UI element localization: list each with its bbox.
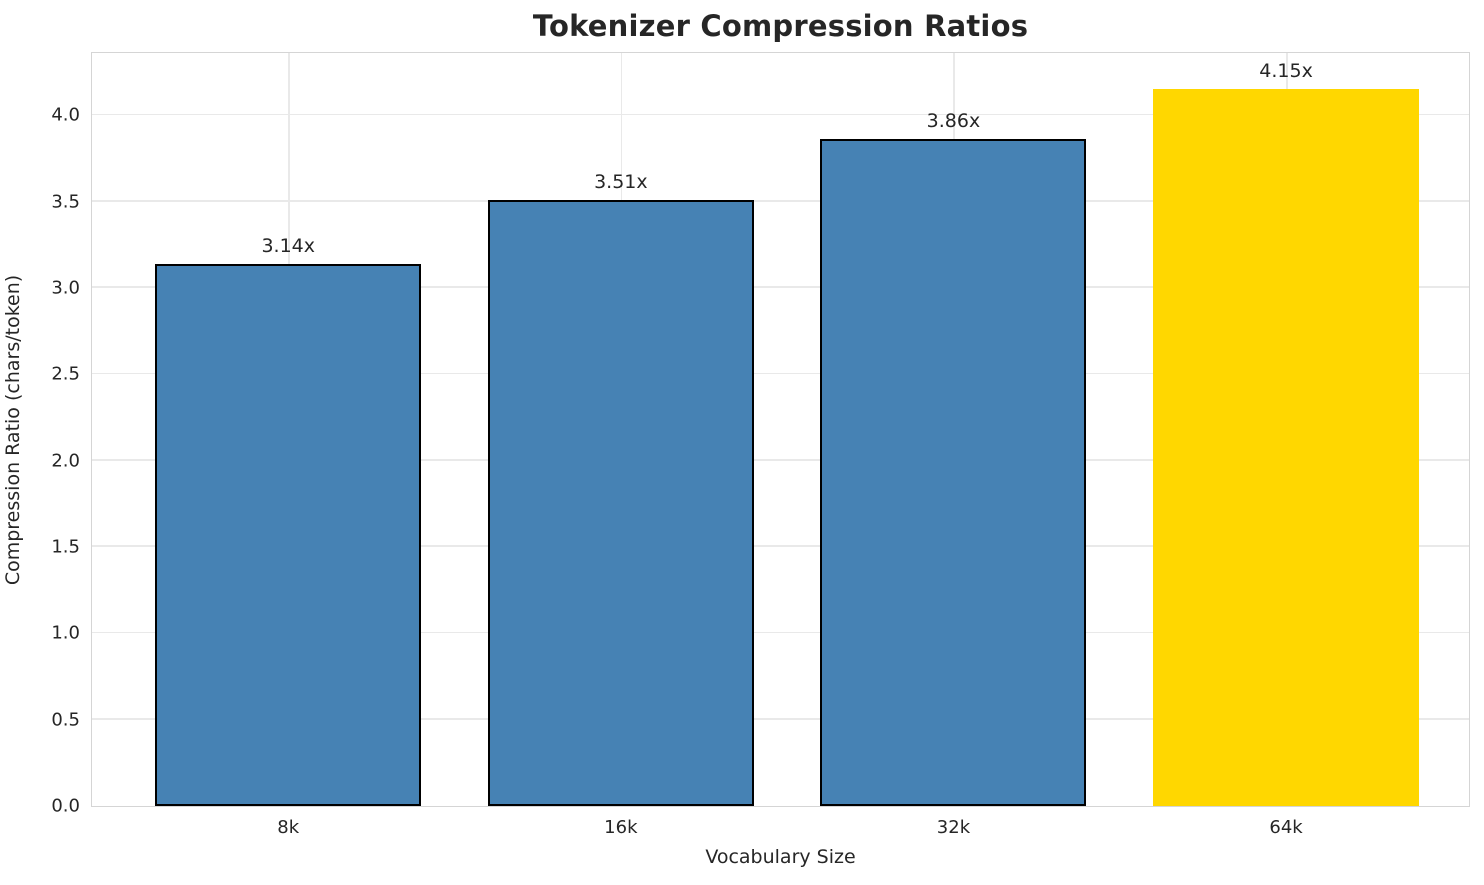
bar-value-label: 3.51x [594, 170, 648, 193]
h-gridline [92, 545, 1469, 547]
h-gridline [92, 372, 1469, 375]
y-tick-label: 1.0 [51, 622, 80, 644]
h-gridline [92, 200, 1469, 202]
bar-value-label: 3.86x [926, 110, 981, 133]
bar-value-label: 3.14x [261, 234, 316, 257]
y-tick-label: 4.0 [51, 104, 80, 126]
y-tick-label: 2.5 [51, 363, 80, 385]
bar [1153, 89, 1420, 806]
h-gridline [92, 718, 1469, 720]
bar [155, 263, 422, 806]
h-gridline [92, 459, 1469, 461]
bar [820, 139, 1087, 806]
bar-value-label: 4.15x [1259, 60, 1313, 83]
y-tick-label: 1.5 [51, 536, 80, 558]
x-tick-label: 64k [1269, 817, 1303, 838]
x-tick-label: 32k [936, 817, 971, 838]
chart-title: Tokenizer Compression Ratios [532, 9, 1029, 43]
y-tick-label: 2.0 [51, 450, 80, 472]
h-gridline [92, 286, 1469, 288]
y-tick-label: 3.5 [51, 191, 80, 213]
y-tick-label: 0.0 [51, 795, 80, 817]
h-gridline [92, 113, 1469, 116]
x-axis-label: Vocabulary Size [705, 846, 856, 868]
x-tick-label: 8k [277, 817, 300, 838]
y-axis-label: Compression Ratio (chars/token) [2, 274, 24, 586]
x-tick-label: 16k [604, 817, 638, 838]
bar [487, 199, 754, 806]
y-tick-label: 0.5 [51, 709, 80, 731]
h-gridline [92, 631, 1469, 634]
plot-area: 0.0 0.5 1.0 1.5 2.0 2.5 3.0 3.5 4.0 3.14x 8k 3.51x 1… [51, 52, 1470, 838]
y-tick-label: 3.0 [51, 277, 80, 299]
